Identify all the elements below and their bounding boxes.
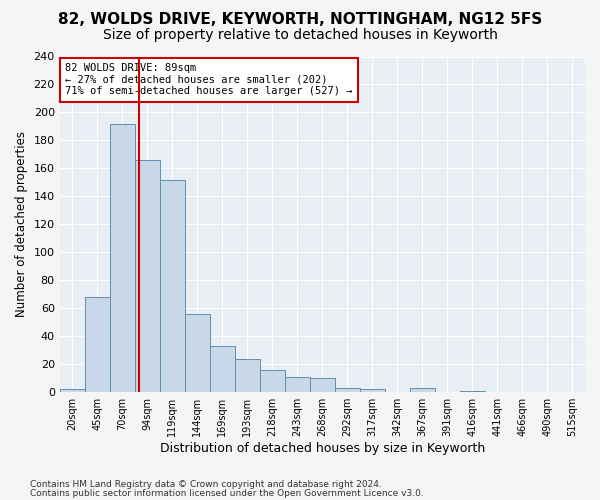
Bar [85, 297, 110, 392]
Bar [260, 370, 285, 392]
Bar [185, 314, 210, 392]
Bar [335, 388, 360, 392]
Text: 82 WOLDS DRIVE: 89sqm
← 27% of detached houses are smaller (202)
71% of semi-det: 82 WOLDS DRIVE: 89sqm ← 27% of detached … [65, 63, 352, 96]
X-axis label: Distribution of detached houses by size in Keyworth: Distribution of detached houses by size … [160, 442, 485, 455]
Bar [210, 346, 235, 392]
Bar [235, 358, 260, 392]
Bar [59, 390, 85, 392]
Text: Size of property relative to detached houses in Keyworth: Size of property relative to detached ho… [103, 28, 497, 42]
Text: Contains public sector information licensed under the Open Government Licence v3: Contains public sector information licen… [30, 488, 424, 498]
Bar [310, 378, 335, 392]
Bar [135, 160, 160, 392]
Bar [410, 388, 435, 392]
Y-axis label: Number of detached properties: Number of detached properties [15, 132, 28, 318]
Text: 82, WOLDS DRIVE, KEYWORTH, NOTTINGHAM, NG12 5FS: 82, WOLDS DRIVE, KEYWORTH, NOTTINGHAM, N… [58, 12, 542, 28]
Bar [460, 391, 485, 392]
Bar [360, 390, 385, 392]
Bar [285, 377, 310, 392]
Text: Contains HM Land Registry data © Crown copyright and database right 2024.: Contains HM Land Registry data © Crown c… [30, 480, 382, 489]
Bar [110, 124, 135, 392]
Bar [160, 180, 185, 392]
